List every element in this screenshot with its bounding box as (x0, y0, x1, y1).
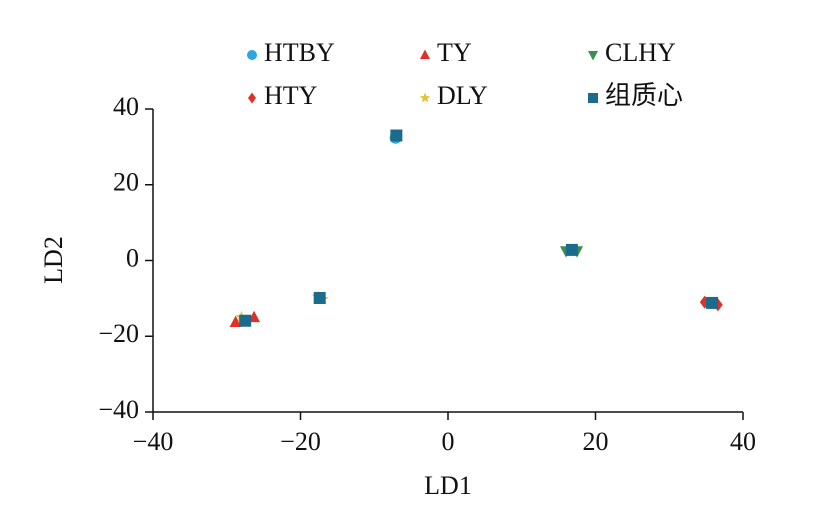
y-tick-label: 20 (113, 168, 139, 197)
x-axis-label: LD1 (424, 471, 472, 500)
x-tick-label: −40 (133, 427, 174, 456)
legend-marker (588, 51, 598, 61)
legend-marker (247, 50, 257, 60)
legend-marker (588, 93, 598, 103)
legend-label: HTY (264, 81, 318, 110)
point (229, 315, 242, 328)
legend-label: HTBY (264, 38, 335, 67)
point (390, 129, 403, 142)
x-tick-label: 40 (730, 427, 756, 456)
legend-label: CLHY (605, 38, 676, 67)
y-tick-label: −20 (98, 319, 139, 348)
y-tick-label: 40 (113, 92, 139, 121)
legend-marker (248, 92, 256, 104)
y-tick-label: 0 (126, 243, 139, 272)
legend-marker (420, 49, 430, 59)
legend-label: TY (437, 38, 472, 67)
point (565, 243, 578, 256)
y-tick-label: −40 (98, 395, 139, 424)
legend-label: 组质心 (605, 81, 683, 110)
x-tick-label: 20 (583, 427, 609, 456)
legend-label: DLY (437, 81, 488, 110)
x-tick-label: 0 (442, 427, 455, 456)
point (239, 314, 252, 327)
x-tick-label: −20 (280, 427, 321, 456)
legend-marker (419, 92, 431, 103)
point (706, 296, 719, 309)
point (313, 291, 326, 304)
y-axis-label: LD2 (39, 236, 68, 284)
